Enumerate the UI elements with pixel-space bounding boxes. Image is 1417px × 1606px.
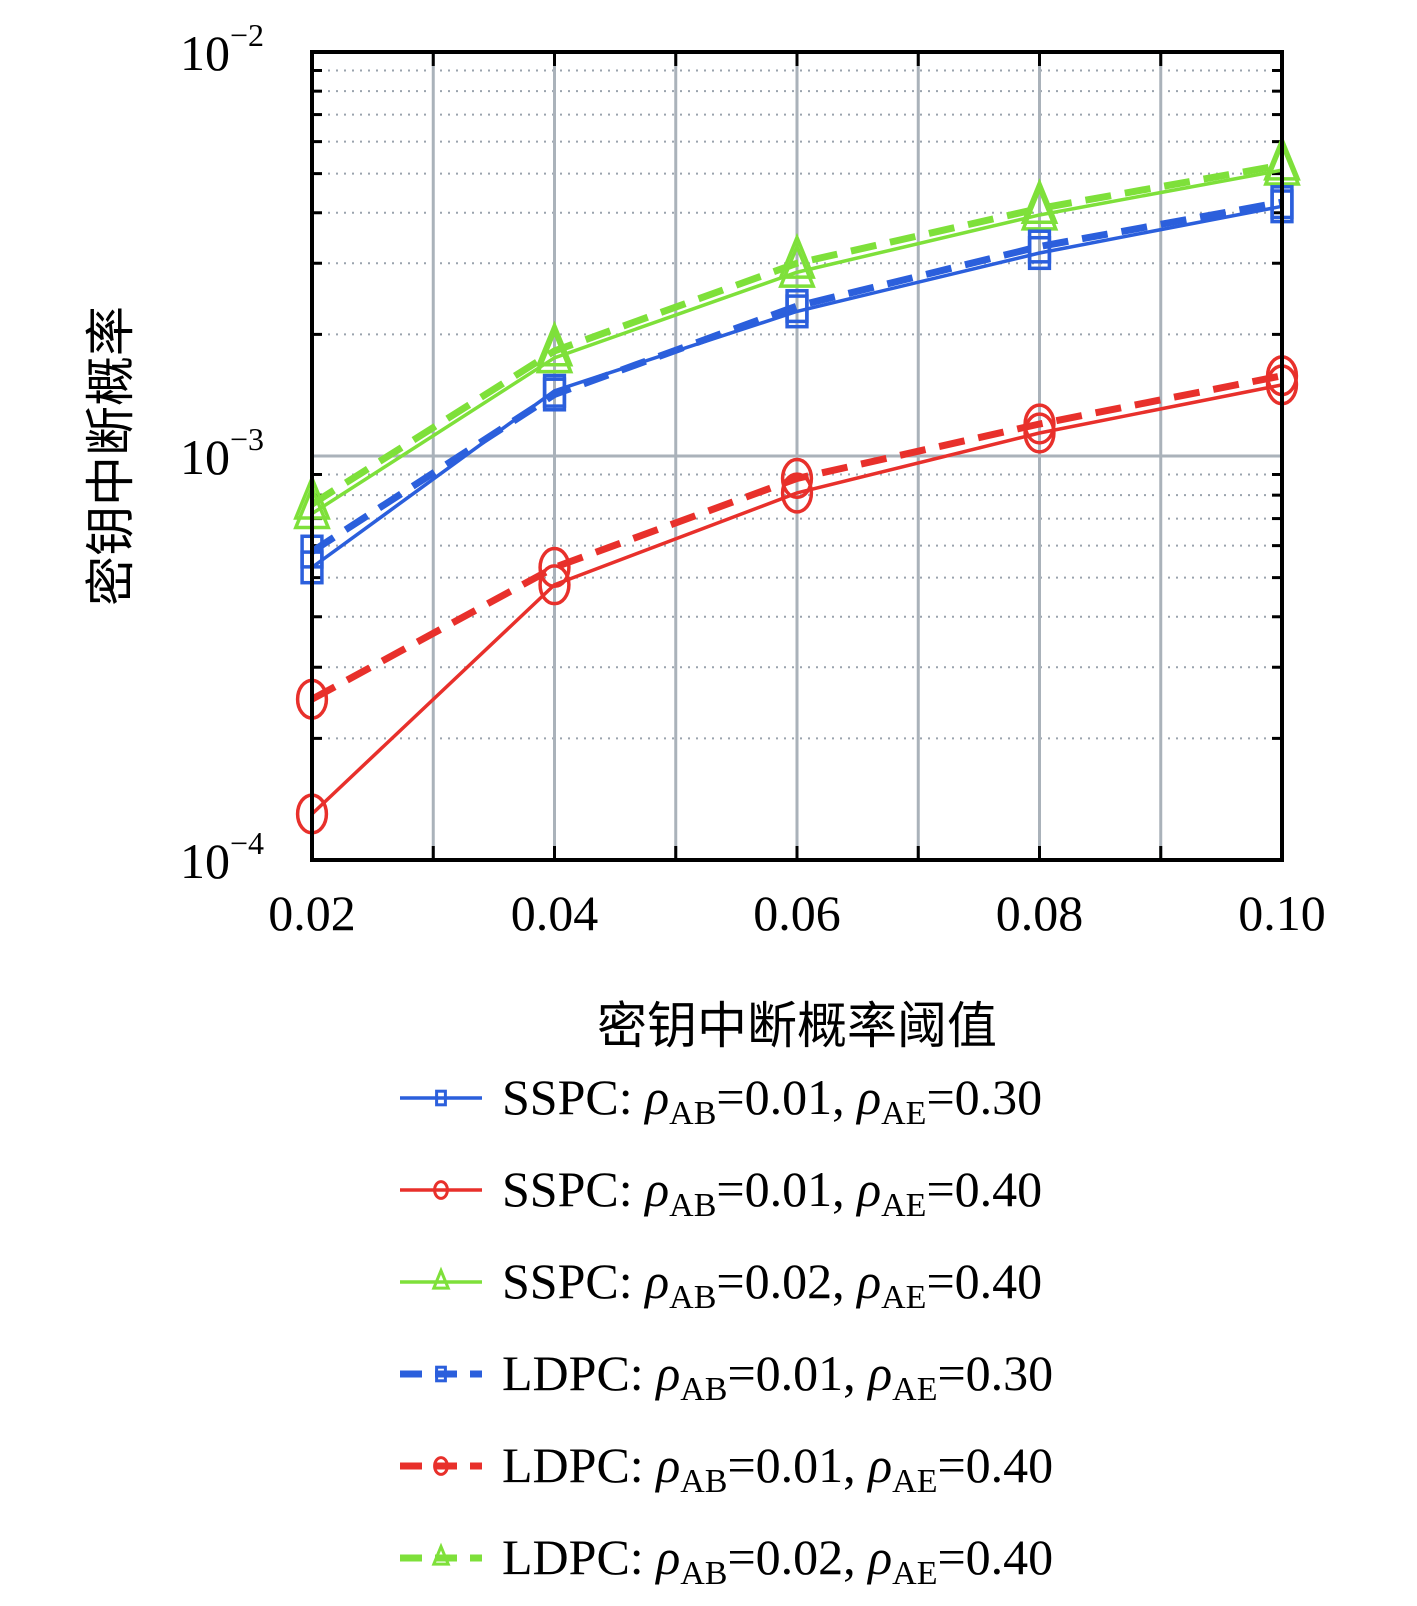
data-point-marker xyxy=(431,1266,451,1290)
legend-entry: LDPC: ρAB=0.02, ρAE=0.40 xyxy=(400,1529,1053,1592)
data-point-marker xyxy=(780,457,814,500)
legend-label: LDPC: ρAB=0.02, ρAE=0.40 xyxy=(502,1529,1053,1592)
legend-label: LDPC: ρAB=0.01, ρAE=0.40 xyxy=(502,1437,1053,1500)
data-point-marker xyxy=(778,232,816,279)
data-point-marker xyxy=(435,1089,447,1107)
series-line xyxy=(310,372,1283,703)
data-point-marker xyxy=(1020,178,1059,225)
data-point-marker xyxy=(538,546,571,589)
legend-entry: SSPC: ρAB=0.01, ρAE=0.40 xyxy=(400,1161,1042,1224)
data-point-marker xyxy=(431,1542,451,1566)
x-tick-label: 0.02 xyxy=(268,885,356,941)
series-line xyxy=(310,383,1283,816)
x-tick-label: 0.10 xyxy=(1238,885,1326,941)
data-point-marker xyxy=(1027,229,1052,264)
data-point-marker xyxy=(535,320,574,367)
x-tick-label: 0.04 xyxy=(511,885,599,941)
data-point-marker xyxy=(435,1365,447,1383)
x-axis-label: 密钥中断概率阈值 xyxy=(597,997,997,1055)
data-point-marker xyxy=(535,327,574,374)
legend-label: SSPC: ρAB=0.02, ρAE=0.40 xyxy=(502,1253,1042,1316)
y-tick-label: 10−3 xyxy=(180,421,264,485)
legend-label: SSPC: ρAB=0.01, ρAE=0.40 xyxy=(502,1161,1042,1224)
legend-entry: LDPC: ρAB=0.01, ρAE=0.30 xyxy=(400,1345,1053,1408)
legend-entry: SSPC: ρAB=0.02, ρAE=0.40 xyxy=(400,1253,1042,1316)
data-point-marker xyxy=(433,1456,449,1476)
data-point-marker xyxy=(780,472,814,514)
x-tick-label: 0.06 xyxy=(753,885,841,941)
legend: SSPC: ρAB=0.01, ρAE=0.30 SSPC: ρAB=0.01, … xyxy=(400,1069,1053,1592)
data-point-marker xyxy=(433,1180,449,1200)
legend-label: SSPC: ρAB=0.01, ρAE=0.30 xyxy=(502,1069,1042,1132)
plot-frame xyxy=(310,50,1284,862)
series xyxy=(293,134,1301,520)
legend-label: LDPC: ρAB=0.01, ρAE=0.30 xyxy=(502,1345,1053,1408)
series-line xyxy=(310,161,1283,508)
y-tick-labels: 10−4 10−3 10−2 xyxy=(180,17,264,889)
series-line xyxy=(310,204,1283,569)
data-point-marker xyxy=(785,289,809,324)
data-point-marker xyxy=(538,564,571,606)
legend-entry: SSPC: ρAB=0.01, ρAE=0.30 xyxy=(400,1069,1042,1132)
y-tick-label: 10−2 xyxy=(180,17,264,81)
y-axis-label: 密钥中断概率 xyxy=(82,306,140,606)
y-tick-label: 10−4 xyxy=(180,825,264,889)
data-point-marker xyxy=(1023,403,1056,445)
data-point-marker xyxy=(542,377,567,412)
x-tick-labels: 0.02 0.04 0.06 0.08 0.10 xyxy=(268,885,1326,941)
grid xyxy=(312,52,1282,860)
legend-entry: LDPC: ρAB=0.01, ρAE=0.40 xyxy=(400,1437,1053,1500)
x-tick-label: 0.08 xyxy=(996,885,1084,941)
series-line xyxy=(311,168,1283,516)
